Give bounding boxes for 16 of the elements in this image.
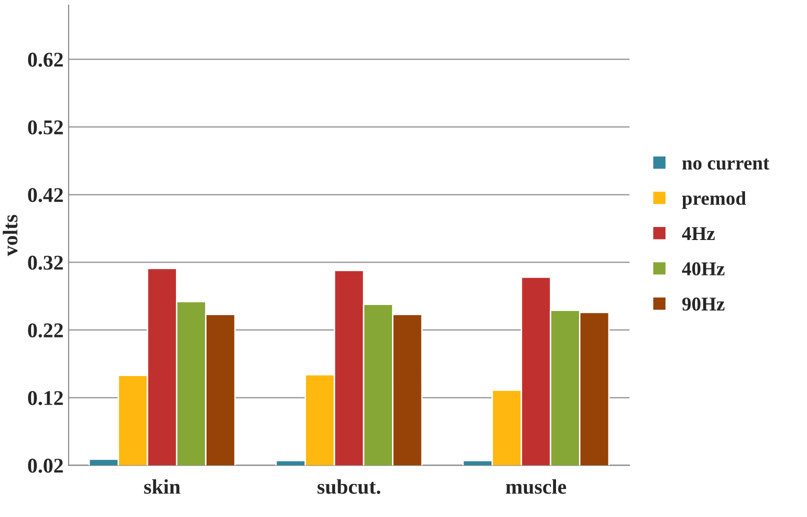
legend-label: 40Hz	[682, 262, 725, 276]
x-tick-label: skin	[144, 479, 180, 494]
legend-label: 90Hz	[682, 298, 725, 311]
y-tick-label: 0.32	[28, 256, 63, 270]
y-tick-label: 0.02	[28, 458, 63, 473]
x-tick-label: muscle	[506, 479, 566, 494]
y-tick-label: 0.52	[28, 120, 63, 134]
legend-label: 4Hz	[682, 227, 715, 240]
legend-label: premod	[682, 191, 746, 209]
y-axis-title: volts	[2, 214, 18, 256]
y-tick-label: 0.22	[28, 323, 63, 338]
y-tick-label: 0.12	[28, 391, 63, 406]
y-tick-label: 0.62	[28, 52, 63, 67]
y-tick-label: 0.42	[28, 188, 63, 202]
x-tick-label: subcut.	[318, 479, 380, 494]
legend-label: no current	[682, 158, 770, 170]
